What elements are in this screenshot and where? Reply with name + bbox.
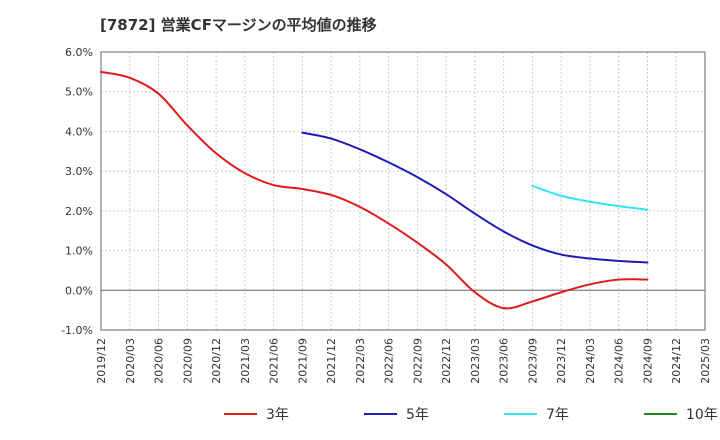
x-tick-label: 2021/09: [296, 338, 309, 384]
y-tick-label: 3.0%: [65, 165, 93, 178]
y-tick-label: 1.0%: [65, 245, 93, 258]
series-line-3: [531, 184, 649, 211]
legend-label-2: 5年: [406, 407, 429, 423]
y-tick-label: -1.0%: [61, 324, 93, 337]
x-tick-label: 2020/09: [181, 338, 194, 384]
series-line-2: [301, 131, 649, 264]
y-tick-label: 5.0%: [65, 86, 93, 99]
x-tick-label: 2020/03: [124, 338, 137, 384]
x-tick-label: 2022/09: [411, 338, 424, 384]
x-tick-label: 2023/12: [555, 338, 568, 384]
x-tick-label: 2022/03: [354, 338, 367, 384]
x-tick-label: 2020/12: [210, 338, 223, 384]
x-tick-label: 2023/06: [498, 338, 511, 384]
x-tick-label: 2024/09: [641, 338, 654, 384]
y-tick-label: 0.0%: [65, 284, 93, 297]
y-tick-label: 6.0%: [65, 46, 93, 59]
legend-label-4: 10年: [686, 407, 718, 423]
x-tick-label: 2021/12: [325, 338, 338, 384]
series-line-1: [100, 70, 649, 310]
x-tick-label: 2023/09: [526, 338, 539, 384]
y-tick-label: 2.0%: [65, 205, 93, 218]
x-tick-label: 2022/12: [440, 338, 453, 384]
plot-area: [101, 52, 705, 330]
legend-label-1: 3年: [266, 407, 289, 423]
x-tick-label: 2020/06: [153, 338, 166, 384]
x-tick-label: 2022/06: [383, 338, 396, 384]
x-tick-label: 2023/03: [469, 338, 482, 384]
x-tick-label: 2019/12: [95, 338, 108, 384]
legend-label-3: 7年: [546, 407, 569, 423]
x-tick-label: 2024/03: [584, 338, 597, 384]
chart-title: [7872] 営業CFマージンの平均値の推移: [100, 16, 377, 34]
y-tick-label: 4.0%: [65, 125, 93, 138]
x-tick-label: 2025/03: [699, 338, 712, 384]
x-tick-label: 2024/12: [670, 338, 683, 384]
x-tick-label: 2021/06: [268, 338, 281, 384]
x-tick-label: 2024/06: [613, 338, 626, 384]
plot-border: [100, 51, 706, 331]
x-tick-label: 2021/03: [239, 338, 252, 384]
